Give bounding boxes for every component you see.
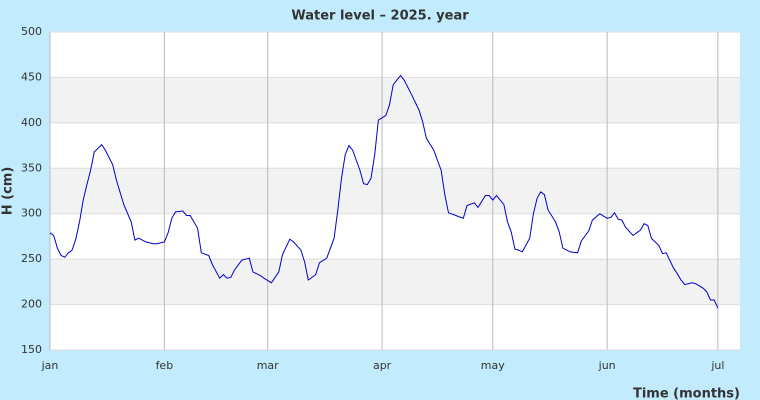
x-axis-label: Time (months) bbox=[633, 387, 740, 400]
data-line bbox=[49, 74, 719, 309]
grid-band bbox=[50, 168, 740, 214]
y-tick-label: 350 bbox=[21, 161, 42, 174]
grid-band bbox=[50, 77, 740, 123]
x-tick-label: mar bbox=[257, 359, 279, 372]
x-tick-label: apr bbox=[373, 359, 392, 372]
x-tick-label: may bbox=[481, 359, 505, 372]
y-tick-label: 250 bbox=[21, 252, 42, 265]
x-tick-label: jul bbox=[710, 359, 724, 372]
y-tick-label: 200 bbox=[21, 298, 42, 311]
grid-band bbox=[50, 259, 740, 305]
y-tick-label: 400 bbox=[21, 116, 42, 129]
y-axis-label: H (cm) bbox=[1, 167, 16, 216]
y-tick-label: 150 bbox=[21, 343, 42, 356]
chart-title: Water level – 2025. year bbox=[291, 9, 469, 24]
x-tick-label: feb bbox=[156, 359, 174, 372]
x-tick-label: jan bbox=[41, 359, 59, 372]
y-tick-label: 450 bbox=[21, 70, 42, 83]
y-tick-label: 500 bbox=[21, 25, 42, 38]
y-tick-label: 300 bbox=[21, 207, 42, 220]
x-tick-label: jun bbox=[598, 359, 616, 372]
